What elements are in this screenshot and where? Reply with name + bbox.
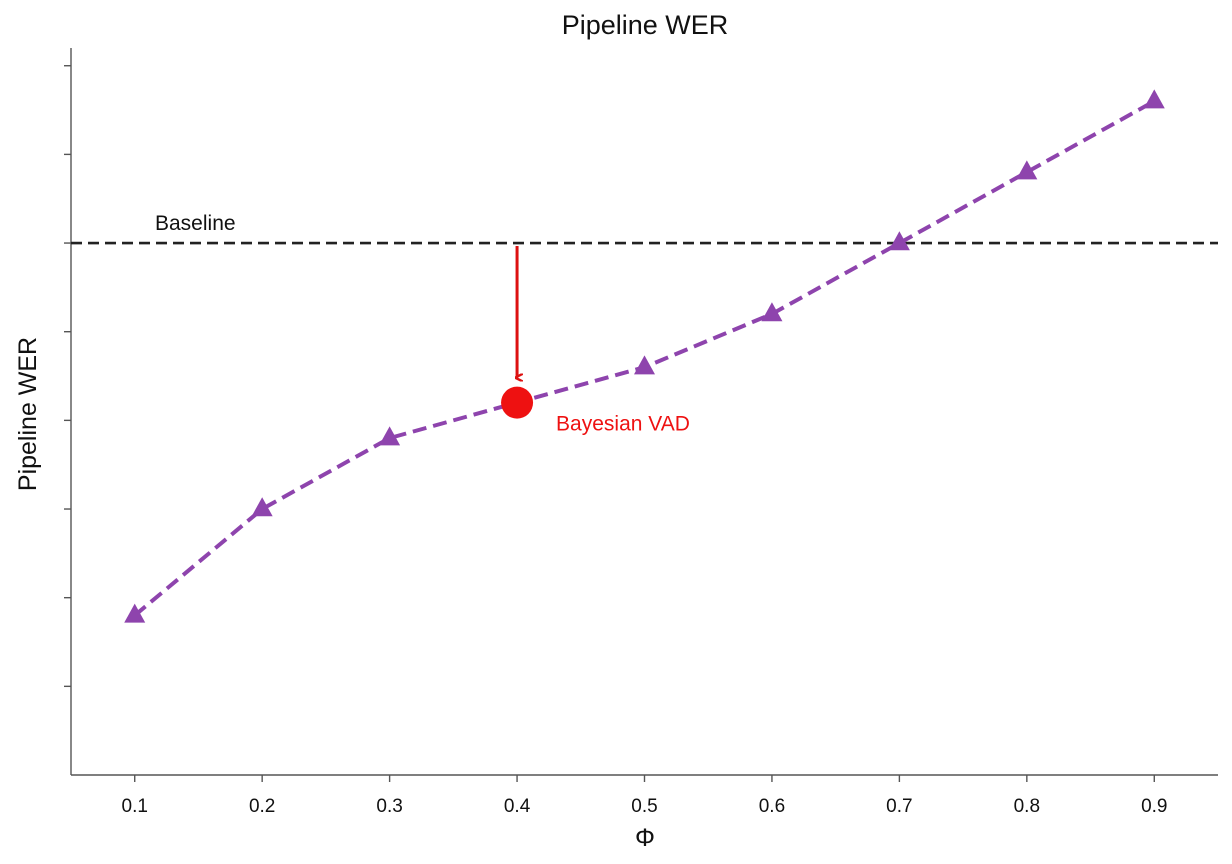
x-tick-label: 0.3: [376, 796, 402, 817]
series-group: [124, 89, 1165, 623]
data-point-marker: [379, 426, 401, 446]
y-axis-label: Pipeline WER: [14, 337, 42, 491]
data-point-marker: [761, 302, 783, 322]
data-point-marker: [1143, 89, 1165, 109]
x-tick-label: 0.4: [504, 796, 531, 817]
x-tick-label: 0.8: [1014, 796, 1040, 817]
x-ticks: 0.1 0.2 0.3 0.4 0.5 0.6 0.7 0.8 0.9: [122, 775, 1167, 817]
baseline-group: Baseline: [71, 212, 1218, 245]
chart-title: Pipeline WER: [562, 10, 729, 40]
x-tick-label: 0.1: [122, 796, 148, 817]
highlight-point: [501, 386, 534, 419]
data-point-marker: [634, 355, 655, 375]
x-tick-label: 0.7: [886, 796, 912, 817]
data-point-marker: [251, 497, 273, 517]
x-tick-label: 0.2: [249, 796, 275, 817]
x-tick-label: 0.5: [631, 796, 657, 817]
highlight-label: Bayesian VAD: [556, 413, 690, 436]
baseline-label: Baseline: [155, 212, 236, 235]
data-point-marker: [888, 231, 910, 251]
data-point-marker: [124, 603, 146, 623]
x-tick-label: 0.9: [1141, 796, 1167, 817]
x-tick-label: 0.6: [759, 796, 785, 817]
data-point-marker: [1016, 160, 1038, 180]
x-axis-label: Φ: [635, 824, 655, 852]
y-ticks: [64, 65, 71, 688]
